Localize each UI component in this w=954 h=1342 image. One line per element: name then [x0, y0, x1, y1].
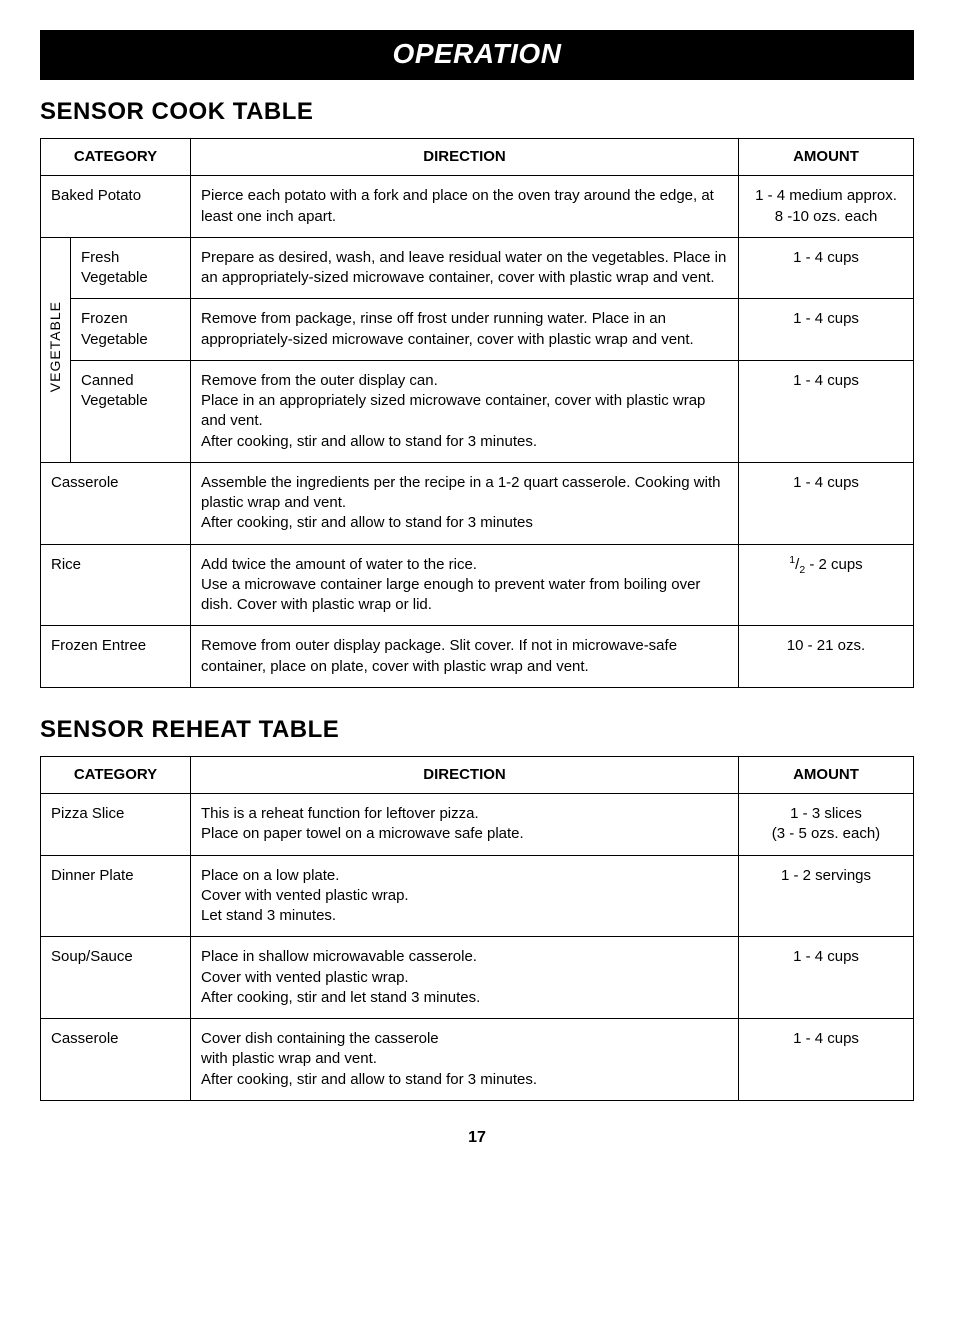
- category-cell: Frozen Entree: [41, 626, 191, 688]
- table-row: Frozen Entree Remove from outer display …: [41, 626, 914, 688]
- header-amount: AMOUNT: [739, 139, 914, 176]
- header-category: CATEGORY: [41, 139, 191, 176]
- sensor-reheat-title: SENSOR REHEAT TABLE: [40, 716, 914, 744]
- table-row: VEGETABLE Fresh Vegetable Prepare as des…: [41, 237, 914, 299]
- direction-cell: Add twice the amount of water to the ric…: [191, 544, 739, 626]
- direction-cell: Assemble the ingredients per the recipe …: [191, 462, 739, 544]
- table-header-row: CATEGORY DIRECTION AMOUNT: [41, 756, 914, 793]
- amount-cell: 1 - 4 cups: [739, 937, 914, 1019]
- table-header-row: CATEGORY DIRECTION AMOUNT: [41, 139, 914, 176]
- header-amount: AMOUNT: [739, 756, 914, 793]
- direction-cell: Remove from package, rinse off frost und…: [191, 299, 739, 361]
- category-cell: Fresh Vegetable: [71, 237, 191, 299]
- amount-cell: 1/2 - 2 cups: [739, 544, 914, 626]
- amount-cell: 1 - 4 cups: [739, 360, 914, 462]
- direction-cell: Remove from outer display package. Slit …: [191, 626, 739, 688]
- table-row: Casserole Assemble the ingredients per t…: [41, 462, 914, 544]
- category-cell: Casserole: [41, 462, 191, 544]
- category-cell: Soup/Sauce: [41, 937, 191, 1019]
- category-cell: Dinner Plate: [41, 855, 191, 937]
- table-row: Pizza Slice This is a reheat function fo…: [41, 794, 914, 856]
- category-cell: Pizza Slice: [41, 794, 191, 856]
- table-row: Rice Add twice the amount of water to th…: [41, 544, 914, 626]
- sensor-reheat-table: CATEGORY DIRECTION AMOUNT Pizza Slice Th…: [40, 756, 914, 1101]
- direction-cell: Place in shallow microwavable casserole.…: [191, 937, 739, 1019]
- table-row: Canned Vegetable Remove from the outer d…: [41, 360, 914, 462]
- amount-cell: 1 - 2 servings: [739, 855, 914, 937]
- amount-cell: 1 - 4 cups: [739, 1019, 914, 1101]
- header-direction: DIRECTION: [191, 139, 739, 176]
- amount-cell: 1 - 3 slices(3 - 5 ozs. each): [739, 794, 914, 856]
- page-banner: OPERATION: [40, 30, 914, 80]
- category-cell: Baked Potato: [41, 176, 191, 238]
- direction-cell: Cover dish containing the casserolewith …: [191, 1019, 739, 1101]
- header-direction: DIRECTION: [191, 756, 739, 793]
- category-cell: Frozen Vegetable: [71, 299, 191, 361]
- vegetable-group-cell: VEGETABLE: [41, 237, 71, 462]
- direction-cell: Prepare as desired, wash, and leave resi…: [191, 237, 739, 299]
- page-number: 17: [40, 1129, 914, 1147]
- header-category: CATEGORY: [41, 756, 191, 793]
- amount-cell: 1 - 4 cups: [739, 299, 914, 361]
- direction-cell: This is a reheat function for leftover p…: [191, 794, 739, 856]
- amount-cell: 10 - 21 ozs.: [739, 626, 914, 688]
- sensor-cook-title: SENSOR COOK TABLE: [40, 98, 914, 126]
- vegetable-label: VEGETABLE: [46, 301, 65, 392]
- table-row: Dinner Plate Place on a low plate.Cover …: [41, 855, 914, 937]
- category-cell: Casserole: [41, 1019, 191, 1101]
- category-cell: Rice: [41, 544, 191, 626]
- direction-cell: Place on a low plate.Cover with vented p…: [191, 855, 739, 937]
- sensor-cook-table: CATEGORY DIRECTION AMOUNT Baked Potato P…: [40, 138, 914, 688]
- category-cell: Canned Vegetable: [71, 360, 191, 462]
- table-row: Baked Potato Pierce each potato with a f…: [41, 176, 914, 238]
- amount-cell: 1 - 4 cups: [739, 237, 914, 299]
- table-row: Frozen Vegetable Remove from package, ri…: [41, 299, 914, 361]
- amount-cell: 1 - 4 cups: [739, 462, 914, 544]
- table-row: Soup/Sauce Place in shallow microwavable…: [41, 937, 914, 1019]
- direction-cell: Remove from the outer display can.Place …: [191, 360, 739, 462]
- direction-cell: Pierce each potato with a fork and place…: [191, 176, 739, 238]
- table-row: Casserole Cover dish containing the cass…: [41, 1019, 914, 1101]
- amount-cell: 1 - 4 medium approx. 8 -10 ozs. each: [739, 176, 914, 238]
